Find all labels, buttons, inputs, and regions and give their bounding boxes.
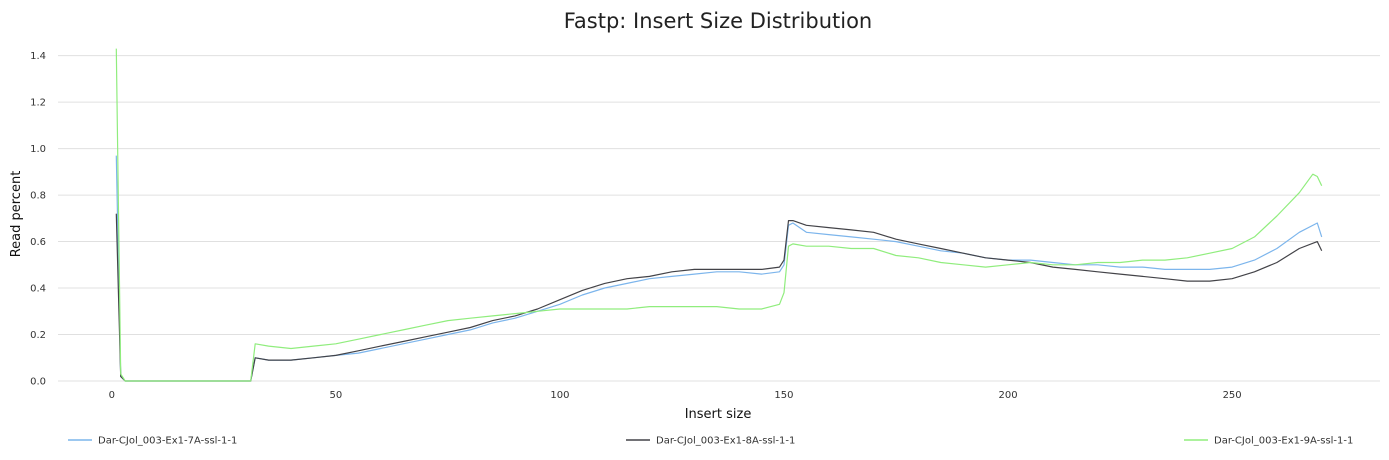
legend: Dar-CJol_003-Ex1-7A-ssl-1-1 Dar-CJol_003-… <box>68 436 1353 447</box>
series-line <box>115 48 1323 382</box>
x-axis-ticks: 0 50 100 150 200 250 <box>109 390 1242 401</box>
legend-item[interactable]: Dar-CJol_003-Ex1-9A-ssl-1-1 <box>1184 436 1353 447</box>
x-tick-label: 50 <box>329 390 342 401</box>
y-tick-label: 0.0 <box>30 377 46 388</box>
y-axis-label: Read percent <box>9 171 24 258</box>
legend-label: Dar-CJol_003-Ex1-9A-ssl-1-1 <box>1214 436 1353 447</box>
gridlines <box>58 55 1380 382</box>
series-line <box>115 213 1323 382</box>
y-tick-label: 1.4 <box>30 51 46 62</box>
y-tick-label: 1.0 <box>30 144 46 155</box>
y-tick-label: 0.8 <box>30 191 46 202</box>
x-tick-label: 250 <box>1223 390 1242 401</box>
x-tick-label: 0 <box>109 390 115 401</box>
legend-label: Dar-CJol_003-Ex1-8A-ssl-1-1 <box>656 436 795 447</box>
legend-label: Dar-CJol_003-Ex1-7A-ssl-1-1 <box>98 436 237 447</box>
y-tick-label: 0.4 <box>30 284 46 295</box>
series-lines <box>115 48 1323 382</box>
x-axis-label: Insert size <box>685 407 752 422</box>
y-tick-label: 0.6 <box>30 237 46 248</box>
y-tick-label: 1.2 <box>30 98 46 109</box>
chart-title: Fastp: Insert Size Distribution <box>564 9 872 33</box>
x-tick-label: 100 <box>550 390 569 401</box>
legend-item[interactable]: Dar-CJol_003-Ex1-8A-ssl-1-1 <box>626 436 795 447</box>
y-tick-label: 0.2 <box>30 330 46 341</box>
legend-item[interactable]: Dar-CJol_003-Ex1-7A-ssl-1-1 <box>68 436 237 447</box>
x-tick-label: 200 <box>999 390 1018 401</box>
series-line <box>115 155 1323 382</box>
y-axis-ticks: 0.0 0.2 0.4 0.6 0.8 1.0 1.2 1.4 <box>30 51 46 387</box>
x-tick-label: 150 <box>774 390 793 401</box>
